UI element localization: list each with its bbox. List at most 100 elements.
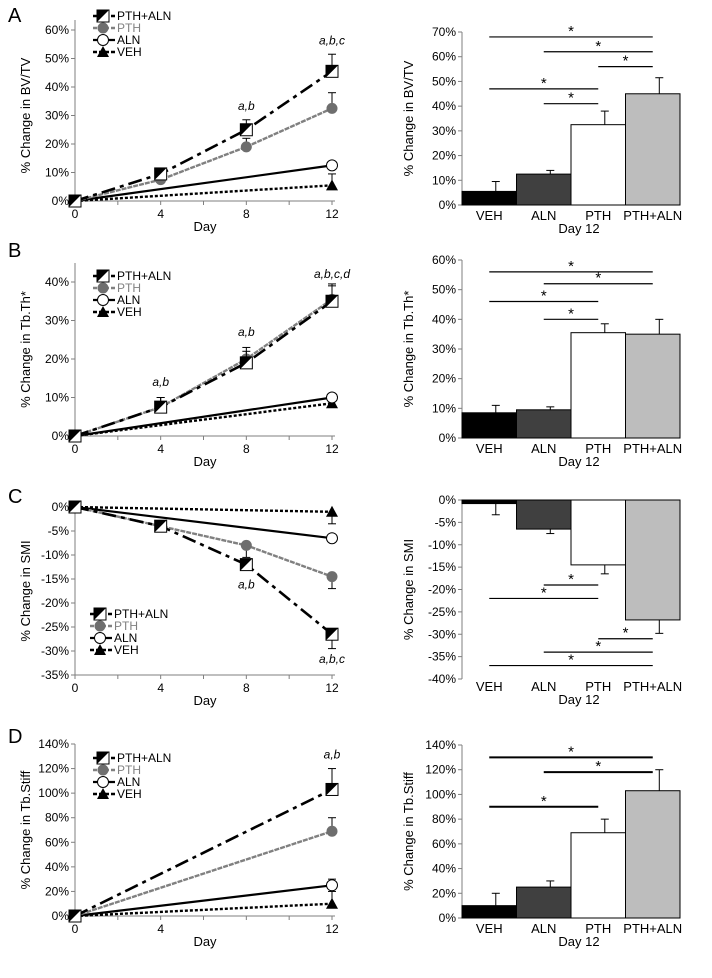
bar-pth	[570, 832, 626, 919]
y-tick-label: 0%	[439, 198, 457, 212]
triangle-marker	[94, 644, 106, 655]
bar-pth	[570, 499, 626, 566]
bar-aln	[516, 173, 572, 206]
y-tick-label: 10%	[45, 166, 69, 180]
half-filled-square-marker-fill	[69, 910, 81, 922]
significance-annotation: a,b	[238, 578, 255, 592]
y-tick-label: 40%	[45, 80, 69, 94]
half-filled-square-marker-fill	[94, 608, 106, 620]
y-tick-label: -5%	[435, 515, 457, 529]
gray-circle-marker	[240, 539, 252, 551]
series-line	[74, 788, 333, 918]
series-line	[74, 830, 333, 918]
x-tick-label: 12	[325, 922, 339, 936]
y-tick-label: -30%	[41, 644, 69, 658]
half-filled-square-marker-fill	[154, 167, 167, 180]
y-tick-label: 10%	[432, 173, 456, 187]
bar-aln	[516, 409, 572, 439]
category-label: PTH+ALN	[623, 208, 682, 223]
y-tick-label: 60%	[432, 50, 456, 64]
legend-label: PTH	[117, 21, 141, 35]
x-tick-label: 0	[72, 922, 79, 936]
y-tick-label: 0%	[52, 429, 70, 443]
legend-label: ALN	[117, 775, 140, 789]
y-tick-label: 30%	[432, 124, 456, 138]
series-aln	[69, 391, 338, 442]
significance-star: *	[568, 90, 574, 107]
x-axis-label: Day	[193, 454, 217, 469]
y-tick-label: -15%	[428, 560, 456, 574]
half-filled-square-marker-fill	[97, 752, 109, 764]
triangle-marker	[97, 306, 109, 317]
significance-star: *	[568, 305, 574, 322]
significance-annotation: a,b,c,d	[314, 267, 350, 281]
series-line	[74, 902, 333, 918]
legend-label: VEH	[114, 643, 139, 657]
y-axis-label: % Change in SMI	[401, 539, 416, 640]
y-axis-label: % Change in Tb.Stiff	[18, 770, 33, 889]
series-aln	[69, 501, 338, 545]
y-tick-label: 80%	[432, 812, 456, 826]
y-tick-label: 120%	[425, 763, 456, 777]
y-tick-label: 20%	[45, 352, 69, 366]
series-line	[74, 298, 333, 438]
legend-label: ALN	[117, 33, 140, 47]
y-tick-label: 140%	[425, 738, 456, 752]
series-line	[74, 402, 333, 438]
series-line	[74, 505, 333, 636]
x-axis-label: Day	[193, 693, 217, 708]
category-label: PTH+ALN	[623, 441, 682, 456]
significance-star: *	[623, 625, 629, 642]
bar-pth-aln	[625, 790, 681, 919]
category-label: PTH	[585, 679, 611, 694]
significance-star: *	[568, 571, 574, 588]
series-pth-aln	[68, 53, 339, 208]
legend-label: ALN	[117, 293, 140, 307]
y-axis-label: % Change in SMI	[18, 540, 33, 641]
y-tick-label: -40%	[428, 672, 456, 686]
triangle-marker	[326, 505, 338, 517]
x-tick-label: 4	[157, 922, 164, 936]
y-tick-label: 0%	[52, 194, 70, 208]
bar-veh	[461, 905, 517, 919]
bar-chart-B: 0% 10% 20% 30% 40% 50% 60% % Change in Tb.Th* VE…	[401, 253, 682, 469]
white-circle-marker	[97, 776, 109, 788]
bar-veh	[461, 190, 517, 206]
legend-label: PTH+ALN	[117, 269, 171, 283]
y-tick-label: 50%	[432, 283, 456, 297]
series-line	[74, 164, 333, 203]
y-tick-label: 30%	[45, 314, 69, 328]
x-tick-label: 4	[157, 207, 164, 221]
white-circle-marker	[97, 34, 109, 46]
y-tick-label: 40%	[432, 312, 456, 326]
series-pth-aln	[68, 500, 339, 650]
bar-chart-A: 0% 10% 20% 30% 40% 50% 60% 70% % Change in BV/TV…	[401, 23, 682, 236]
half-filled-square-marker-fill	[69, 430, 81, 442]
significance-annotation: a,b,c	[319, 652, 345, 666]
x-tick-label: 4	[157, 681, 164, 695]
category-label: ALN	[531, 441, 556, 456]
significance-star: *	[541, 584, 547, 601]
y-tick-label: 60%	[432, 837, 456, 851]
gray-circle-marker	[326, 102, 338, 114]
category-label: VEH	[476, 679, 503, 694]
legend-label: VEH	[117, 305, 142, 319]
series-line	[74, 505, 333, 540]
y-tick-label: 120%	[38, 762, 69, 776]
bar-pth-aln	[625, 499, 681, 621]
gray-circle-marker	[326, 571, 338, 583]
triangle-marker	[97, 788, 109, 799]
y-tick-label: 20%	[432, 149, 456, 163]
y-axis-label: % Change in BV/TV	[401, 60, 416, 176]
white-circle-marker	[326, 391, 338, 404]
legend-label: PTH+ALN	[117, 9, 171, 23]
significance-star: *	[541, 793, 547, 810]
half-filled-square-marker-fill	[326, 628, 338, 641]
significance-star: *	[568, 258, 574, 275]
y-tick-label: 20%	[45, 137, 69, 151]
bar-pth	[570, 124, 626, 206]
series-line	[74, 70, 333, 203]
